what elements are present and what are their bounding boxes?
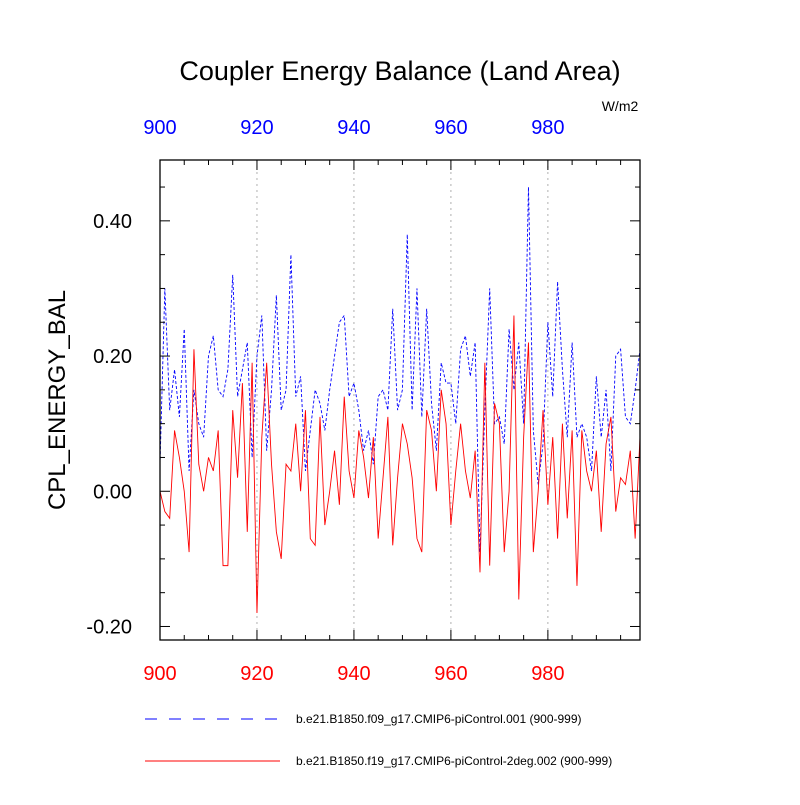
y-axis-label: CPL_ENERGY_BAL [44, 290, 71, 510]
x-tick-label: 940 [337, 663, 370, 685]
units-label: W/m2 [602, 98, 639, 114]
y-tick-label: 0.20 [93, 346, 132, 368]
x-tick-label-top: 980 [531, 117, 564, 139]
y-tick-label: -0.20 [86, 616, 132, 638]
chart-title: Coupler Energy Balance (Land Area) [179, 56, 620, 86]
grid [256, 160, 549, 640]
legend-label-1: b.e21.B1850.f09_g17.CMIP6-piControl.001 … [296, 712, 582, 726]
legend-label-2: b.e21.B1850.f19_g17.CMIP6-piControl-2deg… [296, 754, 612, 768]
x-tick-label: 920 [240, 663, 273, 685]
series-lines [159, 187, 641, 613]
x-tick-label: 960 [434, 663, 467, 685]
x-tick-label: 900 [143, 663, 176, 685]
series-line-2 [159, 315, 641, 613]
x-tick-label-top: 960 [434, 117, 467, 139]
legend: b.e21.B1850.f09_g17.CMIP6-piControl.001 … [145, 712, 612, 768]
axes: 900 900 920 920 940 940 960 960 980 980 -0.20 0.00 0… [86, 117, 641, 685]
y-tick-label: 0.00 [93, 481, 132, 503]
x-tick-label-top: 940 [337, 117, 370, 139]
x-tick-label: 980 [531, 663, 564, 685]
x-tick-label-top: 920 [240, 117, 273, 139]
x-tick-label-top: 900 [143, 117, 176, 139]
plot-frame [159, 159, 641, 641]
series-line-1 [159, 187, 641, 553]
y-tick-label: 0.40 [93, 211, 132, 233]
